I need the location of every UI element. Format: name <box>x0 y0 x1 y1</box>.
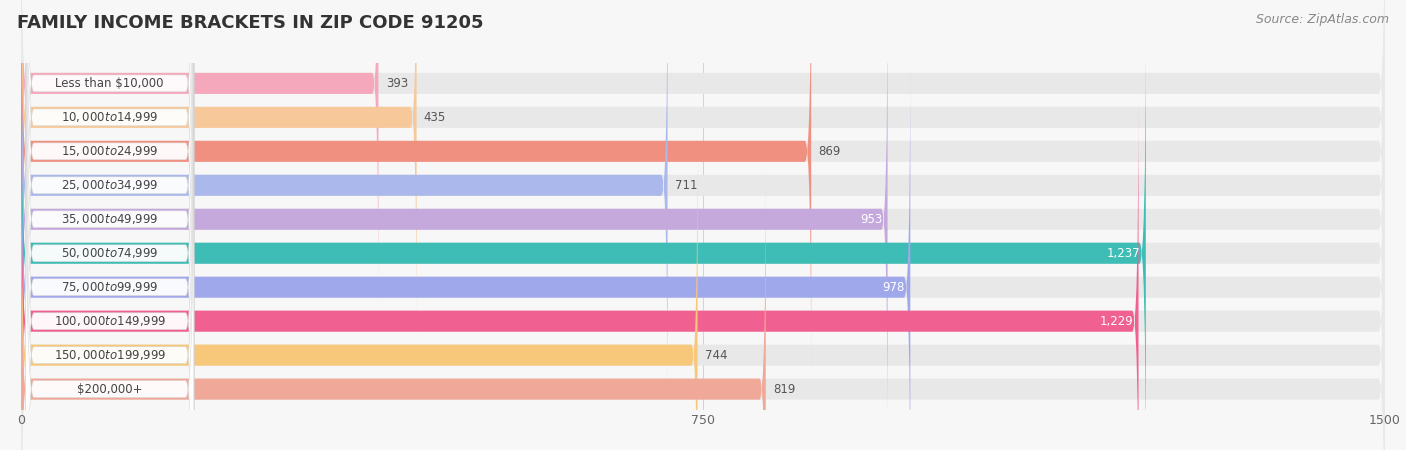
Text: $25,000 to $34,999: $25,000 to $34,999 <box>60 178 159 192</box>
Text: $75,000 to $99,999: $75,000 to $99,999 <box>60 280 159 294</box>
Text: 1,229: 1,229 <box>1099 315 1133 328</box>
FancyBboxPatch shape <box>21 0 1385 345</box>
Text: $200,000+: $200,000+ <box>77 382 142 396</box>
Text: 953: 953 <box>860 213 882 226</box>
FancyBboxPatch shape <box>25 58 194 450</box>
Text: FAMILY INCOME BRACKETS IN ZIP CODE 91205: FAMILY INCOME BRACKETS IN ZIP CODE 91205 <box>17 14 484 32</box>
FancyBboxPatch shape <box>25 0 194 450</box>
Text: $15,000 to $24,999: $15,000 to $24,999 <box>60 144 159 158</box>
FancyBboxPatch shape <box>25 0 194 450</box>
FancyBboxPatch shape <box>25 0 194 414</box>
FancyBboxPatch shape <box>21 0 811 378</box>
Text: $35,000 to $49,999: $35,000 to $49,999 <box>60 212 159 226</box>
Text: 744: 744 <box>704 349 727 362</box>
FancyBboxPatch shape <box>21 0 887 446</box>
FancyBboxPatch shape <box>21 0 1385 446</box>
FancyBboxPatch shape <box>21 0 1385 378</box>
Text: $10,000 to $14,999: $10,000 to $14,999 <box>60 110 159 124</box>
FancyBboxPatch shape <box>21 0 416 345</box>
Text: 869: 869 <box>818 145 841 158</box>
FancyBboxPatch shape <box>21 0 1385 310</box>
FancyBboxPatch shape <box>21 94 1139 450</box>
Text: 1,237: 1,237 <box>1107 247 1140 260</box>
Text: 711: 711 <box>675 179 697 192</box>
Text: $150,000 to $199,999: $150,000 to $199,999 <box>53 348 166 362</box>
FancyBboxPatch shape <box>21 26 1146 450</box>
Text: $100,000 to $149,999: $100,000 to $149,999 <box>53 314 166 328</box>
FancyBboxPatch shape <box>25 92 194 450</box>
Text: 435: 435 <box>423 111 446 124</box>
FancyBboxPatch shape <box>21 128 1385 450</box>
FancyBboxPatch shape <box>21 0 668 413</box>
Text: 393: 393 <box>385 77 408 90</box>
FancyBboxPatch shape <box>25 0 194 449</box>
Text: Less than $10,000: Less than $10,000 <box>55 77 165 90</box>
Text: 978: 978 <box>883 281 905 294</box>
FancyBboxPatch shape <box>21 162 1385 450</box>
FancyBboxPatch shape <box>25 24 194 450</box>
FancyBboxPatch shape <box>21 0 378 310</box>
FancyBboxPatch shape <box>25 0 194 450</box>
Text: Source: ZipAtlas.com: Source: ZipAtlas.com <box>1256 14 1389 27</box>
Text: $50,000 to $74,999: $50,000 to $74,999 <box>60 246 159 260</box>
FancyBboxPatch shape <box>21 128 697 450</box>
FancyBboxPatch shape <box>21 60 910 450</box>
FancyBboxPatch shape <box>21 60 1385 450</box>
Text: 819: 819 <box>773 382 796 396</box>
FancyBboxPatch shape <box>25 0 194 381</box>
FancyBboxPatch shape <box>21 26 1385 450</box>
FancyBboxPatch shape <box>25 0 194 450</box>
FancyBboxPatch shape <box>21 94 1385 450</box>
FancyBboxPatch shape <box>21 0 1385 413</box>
FancyBboxPatch shape <box>21 162 766 450</box>
